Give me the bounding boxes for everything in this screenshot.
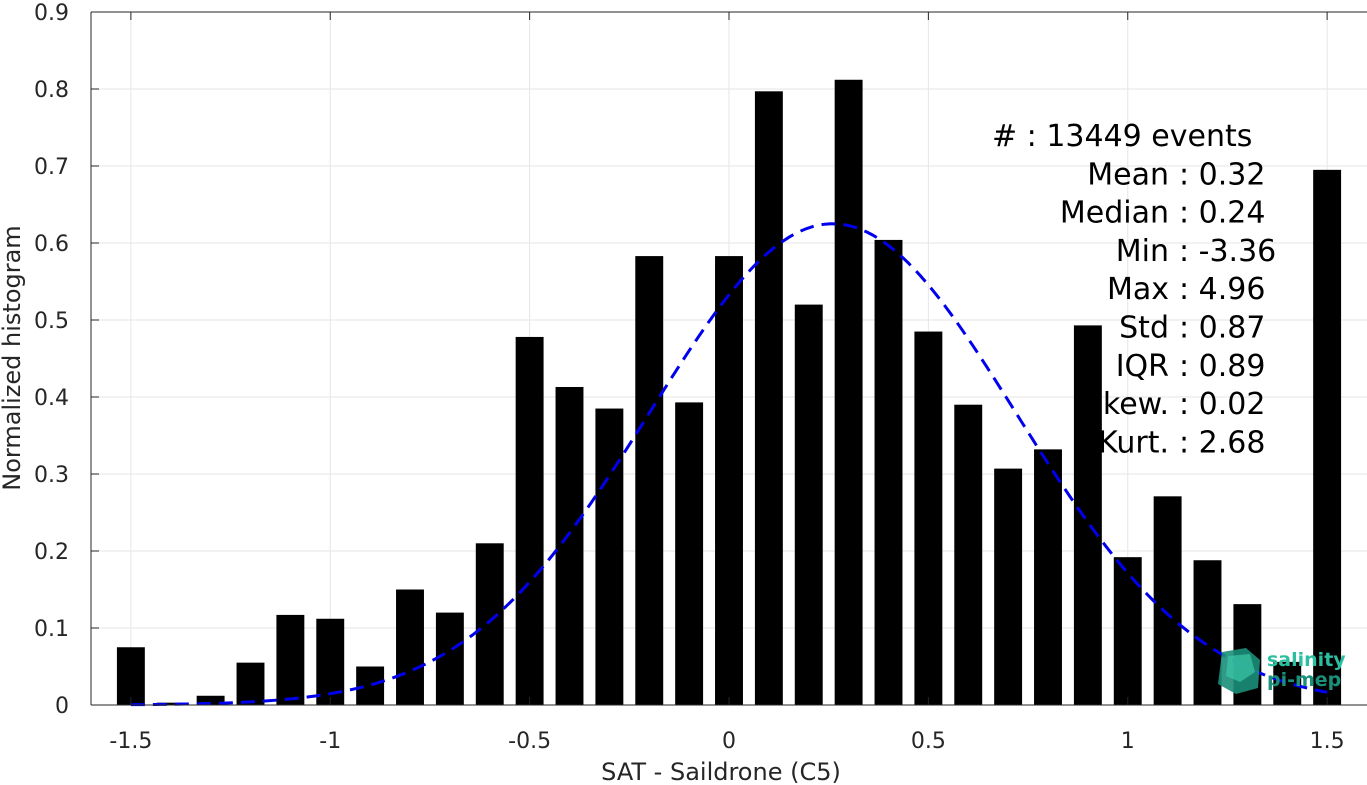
y-tick-label: 0.9 (34, 1, 69, 26)
histogram-bar (595, 408, 624, 705)
stat-row: # : 13449 events (992, 119, 1252, 154)
stat-label: Median (1060, 196, 1169, 231)
histogram-bar (1153, 496, 1182, 705)
stat-label: IQR (1116, 349, 1169, 384)
histogram-bar (475, 543, 504, 705)
stat-value: : 0.87 (1179, 311, 1265, 346)
x-tick-label: -1.5 (109, 729, 152, 754)
histogram-bar (754, 91, 783, 705)
stat-value: : 0.32 (1179, 157, 1265, 192)
histogram-bar (834, 79, 863, 705)
logo-text-pimep: pi-mep (1267, 669, 1341, 691)
histogram-bar (1313, 169, 1342, 706)
y-tick-label: 0.4 (34, 386, 69, 411)
stat-row: Mean : 0.32 (1087, 157, 1265, 192)
stat-row: Std : 0.87 (1119, 311, 1265, 346)
y-tick-label: 0.2 (34, 540, 69, 565)
histogram-bar (1073, 325, 1102, 705)
histogram-bar (356, 666, 385, 705)
stat-value: : 0.02 (1179, 387, 1265, 422)
histogram-bar (675, 402, 704, 705)
histogram-bar (635, 256, 664, 705)
stat-value: : 0.24 (1179, 196, 1265, 231)
histogram-bar (276, 614, 305, 705)
stat-label: Kurt. (1098, 425, 1169, 460)
histogram-bar (794, 304, 823, 705)
stat-value: : -3.36 (1179, 234, 1276, 269)
histogram-bar (236, 662, 265, 705)
histogram-bar (715, 256, 743, 705)
histogram-bar (1034, 449, 1062, 705)
logo-mark-highlight-icon (1226, 654, 1255, 682)
stat-count: # : 13449 events (992, 119, 1252, 154)
salinity-pimep-logo: salinity pi-mep (1218, 648, 1346, 694)
histogram-bar (954, 404, 983, 705)
stat-value: : 2.68 (1179, 425, 1265, 460)
stat-label: Max (1107, 272, 1169, 307)
histogram-bar (914, 331, 943, 705)
x-tick-label: 1.5 (1310, 729, 1345, 754)
y-tick-label: 0.7 (34, 155, 69, 180)
histogram-bar (1193, 560, 1222, 705)
y-tick-label: 0 (55, 694, 69, 719)
stat-value: : 4.96 (1179, 272, 1265, 307)
y-tick-label: 0.5 (34, 309, 69, 334)
x-axis-label: SAT - Saildrone (C5) (601, 758, 841, 785)
histogram-bars (116, 79, 1342, 706)
stat-label: Mean (1087, 157, 1169, 192)
stat-row: Min : -3.36 (1116, 234, 1277, 269)
y-tick-label: 0.8 (34, 78, 69, 103)
gaussian-fit-curve (130, 222, 1328, 707)
x-tick-label: -0.5 (508, 729, 551, 754)
histogram-bar (116, 647, 145, 705)
stat-label: Std (1119, 311, 1169, 346)
x-tick-label: 1 (1121, 729, 1135, 754)
histogram-bar (994, 468, 1023, 705)
x-tick-label: 0 (722, 729, 736, 754)
logo-text-salinity: salinity (1267, 649, 1346, 671)
y-axis-label: Normalized histogram (0, 225, 26, 490)
y-tick-label: 0.1 (34, 617, 69, 642)
x-tick-label: 0.5 (911, 729, 946, 754)
stat-row: IQR : 0.89 (1116, 349, 1266, 384)
histogram-bar (874, 239, 903, 706)
y-tick-label: 0.6 (34, 232, 69, 257)
stat-row: Max : 4.96 (1107, 272, 1265, 307)
histogram-bar (1113, 557, 1142, 705)
histogram-bar (515, 336, 544, 705)
histogram-bar (156, 702, 185, 705)
axes-frame (90, 11, 1367, 706)
stat-row: Median : 0.24 (1060, 196, 1266, 231)
y-tick-label: 0.3 (34, 463, 69, 488)
x-tick-label: -1 (319, 729, 341, 754)
histogram-bar (435, 612, 464, 705)
stat-label: Min (1116, 234, 1169, 269)
histogram-bar (555, 386, 584, 705)
stat-value: : 0.89 (1179, 349, 1265, 384)
histogram-bar (396, 589, 424, 705)
stat-label: Skew. (1084, 387, 1169, 422)
y-tick-labels: 0 0.1 0.2 0.3 0.4 0.5 0.6 0.7 0.8 0.9 (34, 1, 69, 719)
stat-row: Kurt. : 2.68 (1098, 425, 1265, 460)
x-tick-labels: -1.5 -1 -0.5 0 0.5 1 1.5 (109, 729, 1344, 754)
stat-row: Skew. : 0.02 (1084, 387, 1266, 422)
histogram-bar (196, 695, 225, 705)
histogram-bar (1273, 661, 1302, 705)
